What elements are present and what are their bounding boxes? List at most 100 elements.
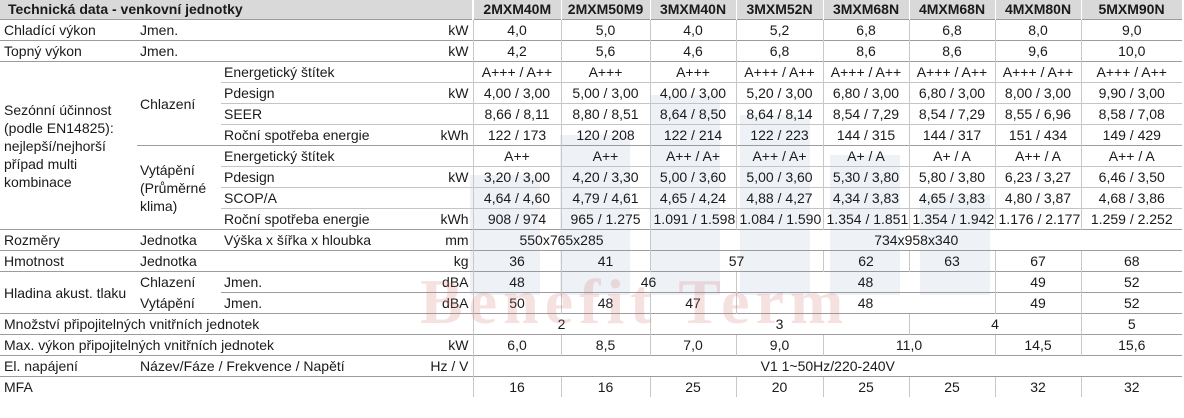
cell-value: 5,30 / 3,80: [822, 166, 910, 188]
unit: dBA: [389, 271, 474, 293]
unit: [389, 187, 474, 209]
table-row: Vytápění Jmen. dBA 50 48 47 48 49 52: [0, 292, 1183, 314]
unit: Hz / V: [389, 355, 474, 377]
cell-value: 4,64 / 4,60: [472, 187, 562, 209]
cell-value: 52: [1080, 271, 1183, 293]
param-label: Energetický štítek: [221, 61, 389, 83]
cell-value: 9,6: [994, 40, 1082, 62]
cell-value: 67: [994, 250, 1082, 272]
cell-value: 8,00 / 3,00: [994, 82, 1082, 104]
cell-value: 5,00 / 3,60: [649, 166, 737, 188]
cell-value: 5,20 / 3,00: [735, 82, 824, 104]
cell-value: 48: [472, 271, 562, 293]
cell-value: 1.259 / 2.252: [1080, 208, 1183, 230]
cell-value: A++ / A: [994, 145, 1082, 167]
model-header: 2MXM40M: [473, 0, 562, 20]
table-row: Hmotnost Jednotka kg 36 41 57 62 63 67 6…: [0, 250, 1183, 272]
row-label: Množství připojitelných vnitřních jednot…: [0, 313, 474, 335]
cell-value: A+++: [560, 61, 651, 83]
unit: kW: [389, 82, 474, 104]
cell-value: 15,6: [1080, 334, 1183, 356]
table-row: El. napájení Název/Fáze / Frekvence / Na…: [0, 355, 1183, 377]
cell-value: V1 1~50Hz/220-240V: [472, 355, 1183, 377]
cell-value: 25: [822, 376, 910, 397]
row-label: Sezónní účinnost (podle EN14825): nejlep…: [0, 61, 137, 230]
cell-value: 14,5: [994, 334, 1082, 356]
cell-value: A++ / A+: [649, 145, 737, 167]
table-row: Pdesign kW 3,20 / 3,00 4,20 / 3,30 5,00 …: [0, 166, 1183, 188]
table-row: Topný výkon Jmen. kW 4,2 5,6 4,6 6,8 8,6…: [0, 40, 1183, 62]
cell-value: 16: [472, 376, 562, 397]
cell-value: A++ / A: [1080, 145, 1183, 167]
cell-value: 48: [560, 292, 651, 314]
row-label: Max. výkon připojitelných vnitřních jedn…: [0, 334, 389, 356]
unit: dBA: [389, 292, 474, 314]
cell-value: 144 / 315: [822, 124, 910, 146]
cell-value: 49: [994, 292, 1082, 314]
cell-value: A+++ / A++: [735, 61, 824, 83]
cell-value: 908 / 974: [472, 208, 562, 230]
cell-value: 8,6: [908, 40, 996, 62]
cell-value: 41: [560, 250, 651, 272]
cell-value: 4,65 / 4,24: [649, 187, 737, 209]
table-row: Hladina akust. tlaku Chlazení Jmen. dBA …: [0, 271, 1183, 314]
cell-value: 122 / 223: [735, 124, 824, 146]
cell-value: 965 / 1.275: [560, 208, 651, 230]
cell-value: 11,0: [822, 334, 996, 356]
cell-value: 1.091 / 1.598: [649, 208, 737, 230]
unit: [389, 145, 474, 167]
table-row: MFA 16 16 25 20 25 25 32 32: [0, 376, 1183, 397]
cell-value: A+++ / A++: [908, 61, 996, 83]
cell-value: 144 / 317: [908, 124, 996, 146]
cell-value: 5,2: [735, 19, 824, 41]
param-label: Výška x šířka x hloubka: [221, 229, 389, 251]
row-label: El. napájení: [0, 355, 137, 377]
row-sublabel: Jednotka: [137, 250, 221, 272]
row-sublabel: Vytápění (Průměrné klima): [137, 145, 221, 230]
param-label: Roční spotřeba energie: [221, 124, 389, 146]
param-label: Energetický štítek: [221, 145, 389, 167]
cell-value: 9,90 / 3,00: [1080, 82, 1183, 104]
unit: kW: [389, 166, 474, 188]
model-header: 3MXM68N: [823, 0, 910, 20]
cell-value: 122 / 214: [649, 124, 737, 146]
cell-value: A+ / A: [908, 145, 996, 167]
cell-value: 8,55 / 6,96: [994, 103, 1082, 125]
cell-value: 8,6: [822, 40, 910, 62]
unit: kg: [389, 250, 474, 272]
cell-value: 4,68 / 3,86: [1080, 187, 1183, 209]
cell-value: 7,0: [649, 334, 737, 356]
cell-value: 46: [560, 271, 737, 293]
unit: [389, 61, 474, 83]
cell-value: 6,80 / 3,00: [908, 82, 996, 104]
cell-value: 49: [994, 271, 1082, 293]
cell-value: A+++ / A++: [472, 61, 562, 83]
param-label: Roční spotřeba energie: [221, 208, 389, 230]
cell-value: 8,58 / 7,08: [1080, 103, 1183, 125]
cell-value: 32: [1080, 376, 1183, 397]
cell-value: 4,65 / 3,83: [908, 187, 996, 209]
row-label: Hmotnost: [0, 250, 137, 272]
row-label: Topný výkon: [0, 40, 137, 62]
row-label: MFA: [0, 376, 137, 397]
cell-value: 734x958x340: [649, 229, 1183, 251]
row-sublabel: Název/Fáze / Frekvence / Napětí: [137, 355, 389, 377]
cell-value: 4,2: [472, 40, 562, 62]
cell-value: 6,46 / 3,50: [1080, 166, 1183, 188]
cell-value: 4,34 / 3,83: [822, 187, 910, 209]
cell-value: 4,00 / 3,00: [649, 82, 737, 104]
row-label: Chladící výkon: [0, 19, 137, 41]
row-label: Hladina akust. tlaku: [0, 271, 137, 314]
cell-value: 8,54 / 7,29: [908, 103, 996, 125]
cell-value: 32: [994, 376, 1082, 397]
cell-value: A+++ / A++: [994, 61, 1082, 83]
cell-value: 16: [560, 376, 651, 397]
table-row: Sezónní účinnost (podle EN14825): nejlep…: [0, 61, 1183, 230]
cell-value: 4,20 / 3,30: [560, 166, 651, 188]
model-header: 3MXM52N: [736, 0, 824, 20]
cell-value: 8,5: [560, 334, 651, 356]
param-label: SEER: [221, 103, 389, 125]
cell-value: 8,66 / 8,11: [472, 103, 562, 125]
cell-value: 4,88 / 4,27: [735, 187, 824, 209]
row-sublabel: Vytápění: [140, 294, 195, 311]
